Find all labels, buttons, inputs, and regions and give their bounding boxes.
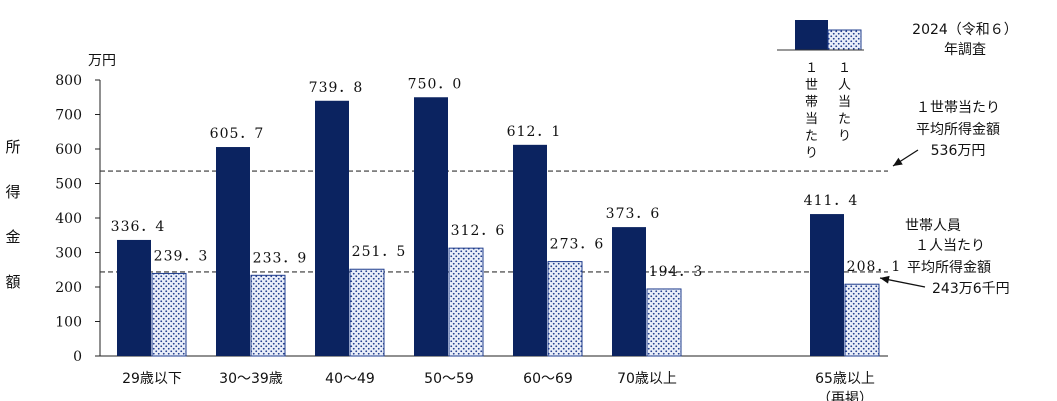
data-label-per-person: 208．1	[847, 259, 902, 275]
data-label-household: 373．6	[606, 206, 661, 222]
bar-household	[810, 214, 844, 356]
category-label: 30～39歳	[219, 371, 283, 387]
legend-note: 年調査	[944, 42, 986, 58]
reference-arrowhead	[880, 275, 890, 284]
y-tick-label: 100	[55, 315, 82, 331]
bar-household	[216, 147, 250, 356]
reference-line-label: 平均所得金額	[916, 121, 1000, 138]
legend-label-household: た	[805, 129, 818, 144]
y-tick-label: 200	[55, 280, 82, 296]
y-tick-label: 500	[55, 177, 82, 193]
y-tick-label: 300	[55, 246, 82, 262]
legend-label-household: 帯	[805, 95, 818, 110]
data-label-per-person: 312．6	[451, 223, 506, 239]
category-label: 50～59	[424, 371, 474, 387]
legend-label-household: 世	[805, 78, 818, 93]
reference-line-label: 世帯人員	[905, 218, 961, 234]
data-label-per-person: 194．3	[649, 264, 704, 280]
bar-per-person	[349, 268, 385, 357]
data-label-household: 739．8	[309, 80, 364, 96]
legend-label-per-person: １	[838, 61, 851, 76]
y-axis-title-char: 額	[5, 273, 20, 291]
legend-label-per-person: 人	[838, 78, 851, 93]
y-unit-label: 万円	[88, 53, 116, 69]
legend-label-per-person: 当	[838, 95, 851, 110]
legend-label-household: １	[805, 61, 818, 76]
legend-label-household: 当	[805, 112, 818, 127]
bar-per-person	[448, 247, 484, 357]
category-label: 70歳以上	[617, 371, 677, 387]
data-label-household: 411．4	[804, 193, 859, 209]
reference-line-label: 243万6千円	[932, 281, 1010, 297]
bars	[117, 97, 880, 357]
bar-household	[513, 144, 547, 356]
data-label-household: 750．0	[408, 76, 463, 92]
legend-swatch-household	[795, 20, 828, 50]
legend-label-per-person: り	[838, 129, 851, 144]
bar-per-person	[250, 274, 286, 357]
data-label-per-person: 239．3	[154, 248, 209, 264]
bar-per-person	[547, 261, 583, 357]
y-tick-label: 0	[73, 349, 82, 365]
y-tick-label: 400	[55, 211, 82, 227]
labels: 336．4 239．3 29歳以下 605．7 233．9 30～39歳 739．8 251．…	[111, 76, 902, 401]
y-tick-label: 600	[55, 142, 82, 158]
data-label-per-person: 233．9	[253, 250, 308, 266]
bar-per-person	[844, 283, 880, 357]
data-label-household: 605．7	[210, 126, 265, 142]
y-axis-title-char: 得	[5, 183, 20, 201]
data-label-household: 612．1	[507, 124, 562, 140]
category-label: 29歳以下	[122, 371, 182, 387]
y-tick-label: 800	[55, 73, 82, 89]
reference-line-label: １世帯当たり	[916, 100, 1000, 116]
category-label: （再掲）	[817, 391, 873, 401]
y-axis-title-char: 金	[5, 228, 20, 246]
bar-household	[315, 100, 349, 356]
category-label: 40～49	[325, 371, 375, 387]
data-label-per-person: 251．5	[352, 244, 407, 260]
legend-swatch-per-person	[827, 29, 862, 51]
category-label: 60～69	[523, 371, 573, 387]
data-label-household: 336．4	[111, 219, 166, 235]
reference-line-label: １人当たり	[915, 238, 985, 254]
reference-arrowhead	[893, 157, 903, 166]
y-axis-title-char: 所	[5, 138, 20, 156]
reference-line-label: 平均所得金額	[907, 259, 991, 276]
data-label-per-person: 273．6	[550, 237, 605, 253]
category-label: 65歳以上	[815, 371, 875, 387]
legend-label-per-person: た	[838, 112, 851, 127]
bar-per-person	[151, 272, 187, 357]
bar-per-person	[646, 288, 682, 357]
bar-household	[117, 239, 151, 356]
bar-household	[414, 97, 448, 356]
legend-label-household: り	[805, 146, 818, 161]
legend-note: 2024（令和６）	[912, 22, 1018, 38]
bar-household	[612, 227, 646, 356]
y-tick-label: 700	[55, 108, 82, 124]
reference-line-label: 536万円	[931, 143, 986, 159]
